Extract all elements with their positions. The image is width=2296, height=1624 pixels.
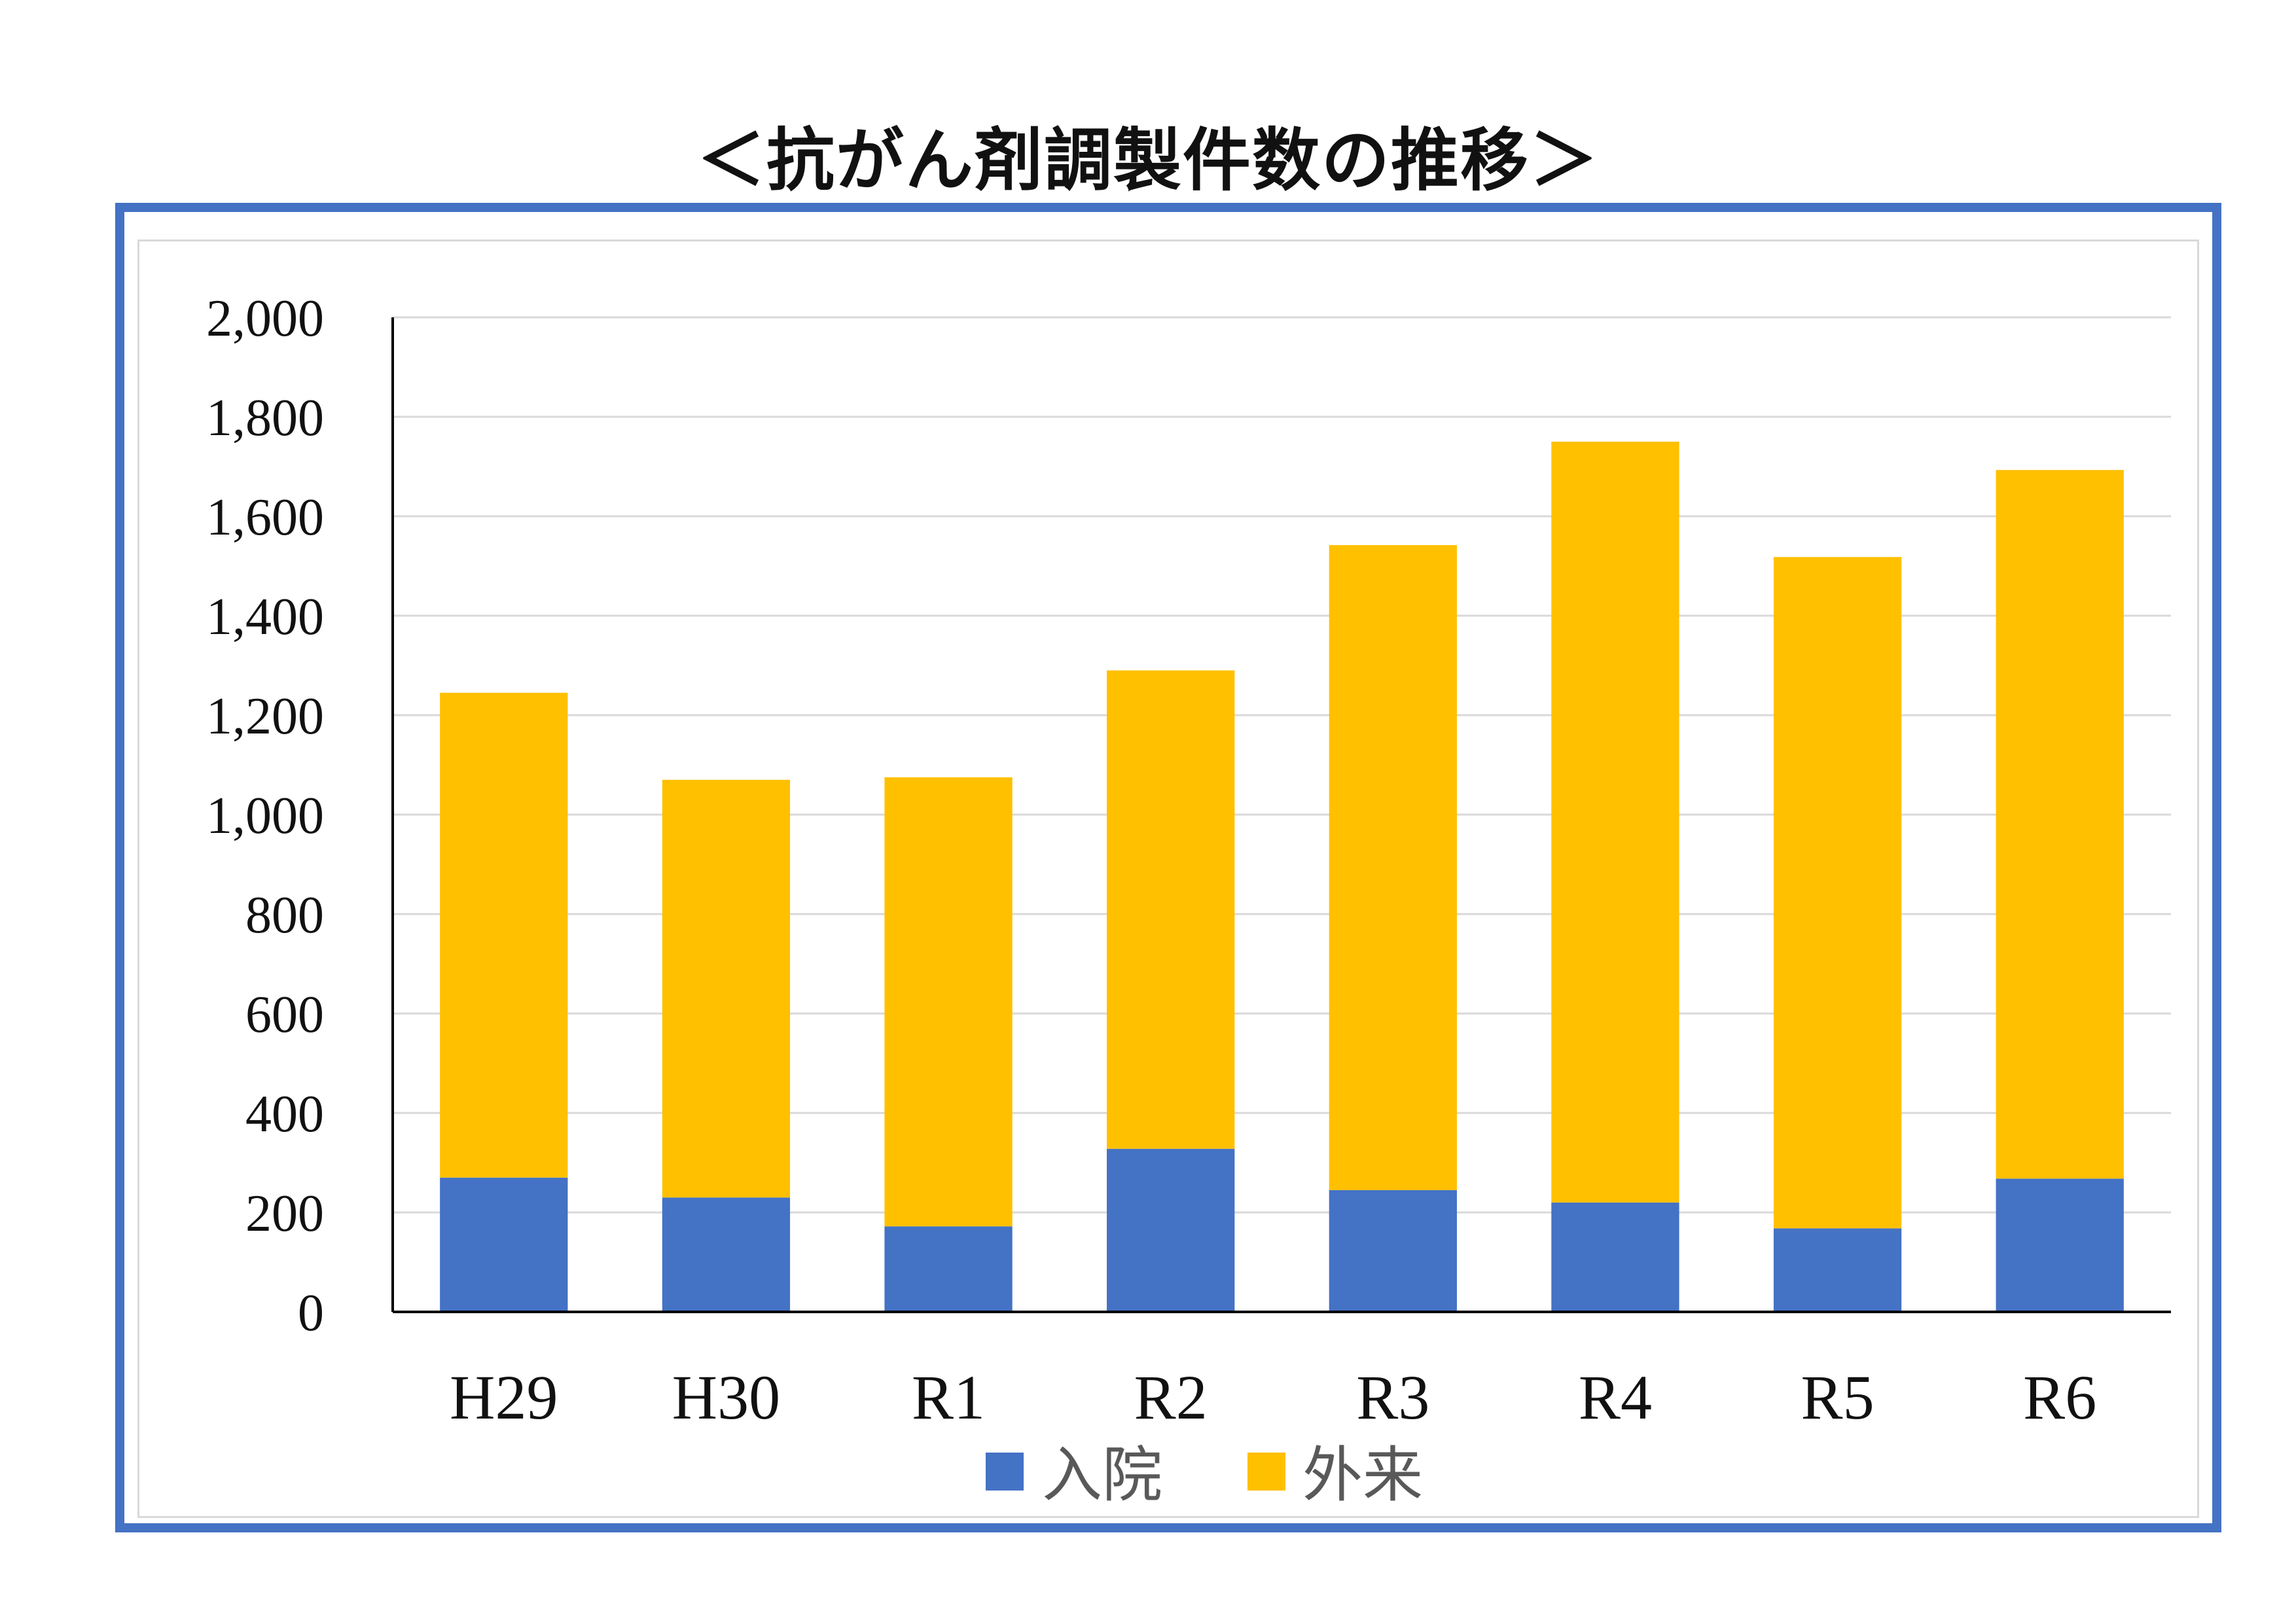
chart-area	[137, 239, 2199, 1518]
y-tick-label: 1,200	[206, 688, 324, 745]
y-tick-label: 0	[298, 1284, 324, 1342]
chart-title: ＜抗がん剤調製件数の推移＞	[696, 120, 1599, 200]
x-tick-label: R6	[2023, 1362, 2096, 1432]
bars	[440, 442, 2124, 1312]
bar-inpatient-h30	[662, 1197, 791, 1312]
x-tick-label: R3	[1356, 1362, 1429, 1432]
bar-inpatient-r2	[1107, 1148, 1235, 1312]
y-tick-label: 1,400	[206, 588, 324, 646]
x-tick-label: H29	[450, 1362, 558, 1432]
bar-outpatient-r2	[1107, 670, 1235, 1149]
legend: 入院 外来	[986, 1440, 1423, 1510]
bar-inpatient-r5	[1773, 1228, 1902, 1312]
bar-inpatient-r6	[1996, 1178, 2124, 1312]
axes	[391, 317, 2171, 1313]
x-tick-label: R1	[912, 1362, 985, 1432]
x-tick-label: R2	[1134, 1362, 1208, 1432]
y-tick-label: 1,600	[206, 489, 324, 546]
legend-label-outpatient: 外来	[1302, 1440, 1423, 1510]
bar-outpatient-r6	[1996, 470, 2124, 1179]
bar-outpatient-h30	[662, 779, 791, 1198]
y-tick-label: 2,000	[206, 290, 324, 347]
legend-label-inpatient: 入院	[1042, 1440, 1162, 1510]
y-tick-label: 1,800	[206, 389, 324, 447]
x-category-labels: H29 H30 R1 R2 R3 R4 R5 R6	[450, 1362, 2096, 1432]
bar-outpatient-h29	[440, 692, 568, 1178]
x-tick-label: R4	[1579, 1362, 1652, 1432]
bar-inpatient-r4	[1551, 1202, 1679, 1312]
bar-inpatient-h29	[440, 1177, 568, 1312]
bar-outpatient-r5	[1773, 557, 1902, 1229]
x-tick-label: R5	[1801, 1362, 1874, 1432]
y-tick-label: 400	[245, 1086, 324, 1143]
bar-outpatient-r4	[1551, 442, 1679, 1203]
x-tick-label: H30	[672, 1362, 780, 1432]
legend-swatch-outpatient	[1247, 1453, 1285, 1491]
gridlines	[393, 316, 2171, 1214]
y-tick-label: 600	[245, 986, 324, 1044]
bar-inpatient-r3	[1329, 1190, 1457, 1312]
y-tick-labels: 0 200 400 600 800 1,000 1,200 1,400 1,600 1,800 2,…	[206, 290, 324, 1342]
y-tick-label: 800	[245, 887, 324, 944]
bar-outpatient-r3	[1329, 545, 1457, 1190]
legend-swatch-inpatient	[986, 1453, 1024, 1491]
y-tick-label: 1,000	[206, 787, 324, 845]
bar-outpatient-r1	[884, 777, 1013, 1227]
bar-inpatient-r1	[884, 1226, 1013, 1312]
y-tick-label: 200	[245, 1185, 324, 1243]
